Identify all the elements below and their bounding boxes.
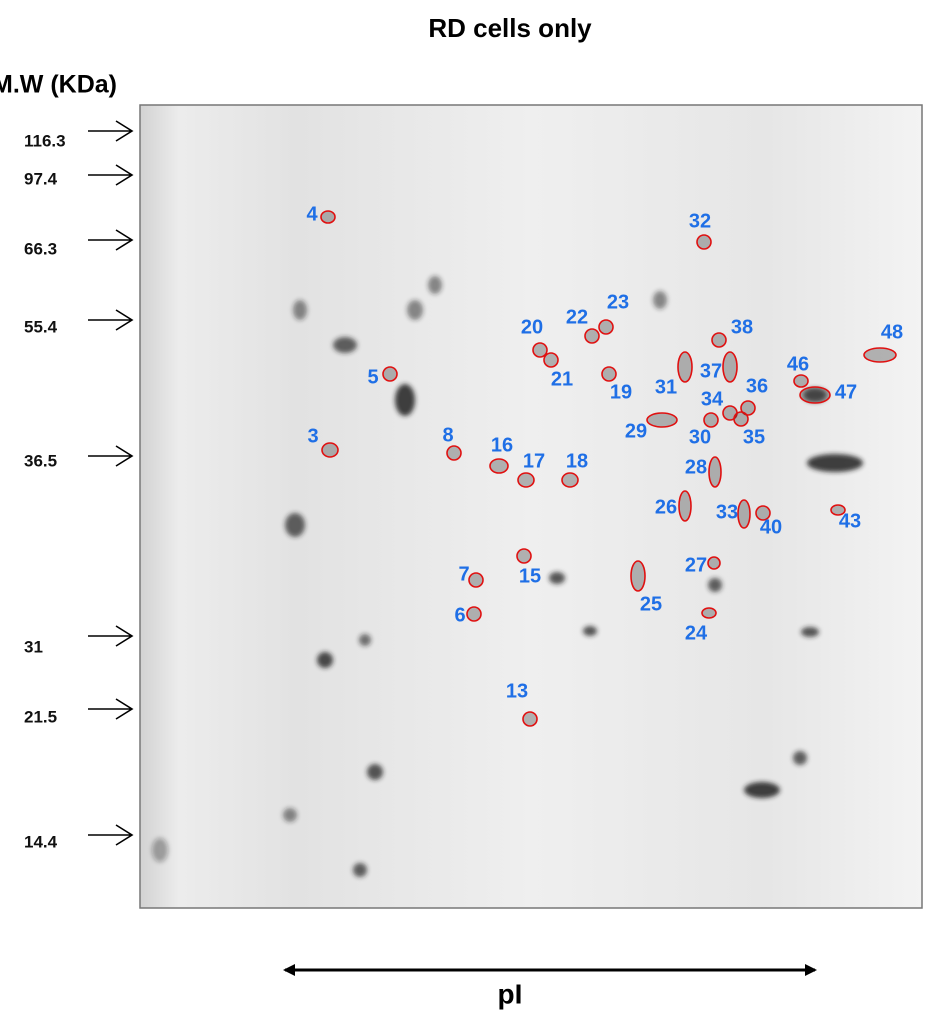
- spot-label: 19: [610, 381, 632, 403]
- spot-label: 32: [689, 210, 711, 232]
- spot-circle: [677, 351, 693, 383]
- spot-label: 7: [458, 563, 469, 585]
- spot-circle: [703, 412, 719, 428]
- spot-circle: [701, 607, 717, 619]
- x-axis-label: pI: [498, 978, 523, 1009]
- spot-circle: [532, 342, 548, 358]
- gel-spots: [152, 276, 863, 877]
- spot-circle: [678, 490, 692, 522]
- spot-label: 20: [521, 316, 543, 338]
- spot-label: 6: [454, 604, 465, 626]
- spot-label: 31: [655, 376, 677, 398]
- spot-circle: [598, 319, 614, 335]
- spot-label: 46: [787, 353, 809, 375]
- spot-label: 15: [519, 565, 541, 587]
- spot-circle: [466, 606, 482, 622]
- marker-arrow: [88, 625, 134, 647]
- spot-circle: [561, 472, 579, 488]
- spot-label: 3: [307, 425, 318, 447]
- spot-label: 37: [700, 360, 722, 382]
- marker-label: 14.4: [24, 832, 58, 851]
- spot-circle: [489, 458, 509, 474]
- spot-label: 33: [716, 501, 738, 523]
- spot-circle: [707, 556, 721, 570]
- spot-label: 16: [491, 434, 513, 456]
- spot-circle: [517, 472, 535, 488]
- spot-label: 35: [743, 426, 765, 448]
- marker-arrow: [88, 824, 134, 846]
- spot-label: 25: [640, 593, 662, 615]
- spot-label: 26: [655, 496, 677, 518]
- spot-circle: [711, 332, 727, 348]
- marker-label: 116.3: [24, 131, 66, 150]
- spot-circle: [799, 386, 831, 404]
- spot-circle: [516, 548, 532, 564]
- spot-circle: [696, 234, 712, 250]
- marker-label: 55.4: [24, 317, 58, 336]
- marker-arrow: [88, 309, 134, 331]
- spot-label: 4: [306, 203, 318, 225]
- spot-label: 30: [689, 426, 711, 448]
- spot-circle: [601, 366, 617, 382]
- marker-label: 31: [24, 637, 43, 656]
- spot-circle: [630, 560, 646, 592]
- title: RD cells only: [428, 13, 592, 43]
- y-axis-label: M.W (KDa): [0, 71, 117, 99]
- marker-label: 21.5: [24, 707, 57, 726]
- spot-label: 28: [685, 456, 707, 478]
- spot-circle: [733, 411, 749, 427]
- spot-label: 13: [506, 680, 528, 702]
- spot-label: 40: [760, 516, 782, 538]
- spot-label: 24: [685, 622, 708, 644]
- spot-circle: [646, 412, 678, 428]
- spot-label: 29: [625, 420, 647, 442]
- spot-circle: [793, 374, 809, 388]
- spot-circle: [722, 351, 738, 383]
- marker-label: 97.4: [24, 169, 58, 188]
- spot-circle: [830, 504, 846, 516]
- spot-circle: [740, 400, 756, 416]
- marker-arrow: [88, 120, 134, 142]
- gel: [139, 104, 923, 909]
- spot-label: 48: [881, 321, 903, 343]
- spot-label: 18: [566, 450, 588, 472]
- marker-label: 36.5: [24, 451, 57, 470]
- spot-label: 43: [839, 510, 861, 532]
- spot-circle: [755, 505, 771, 521]
- spot-circle: [382, 366, 398, 382]
- spot-label: 47: [835, 381, 857, 403]
- spot-circle: [584, 328, 600, 344]
- spot-label: 36: [746, 375, 768, 397]
- spot-circle: [522, 711, 538, 727]
- marker-arrow: [88, 164, 134, 186]
- spot-circle: [863, 347, 897, 363]
- spot-circle: [737, 499, 751, 529]
- spot-circle: [543, 352, 559, 368]
- spot-label: 34: [701, 388, 724, 410]
- spot-label: 38: [731, 316, 753, 338]
- marker-arrow: [88, 229, 134, 251]
- spot-circle: [446, 445, 462, 461]
- spot-label: 22: [566, 306, 588, 328]
- spot-circle: [468, 572, 484, 588]
- spot-label: 17: [523, 450, 545, 472]
- spot-circle: [320, 210, 336, 224]
- spot-label: 8: [442, 424, 453, 446]
- spot-label: 27: [685, 554, 707, 576]
- spot-circle: [321, 442, 339, 458]
- marker-label: 66.3: [24, 239, 57, 258]
- spot-label: 21: [551, 368, 573, 390]
- spot-label: 5: [367, 366, 378, 388]
- spot-label: 23: [607, 291, 629, 313]
- marker-arrow: [88, 698, 134, 720]
- spot-circle: [708, 456, 722, 488]
- marker-arrow: [88, 445, 134, 467]
